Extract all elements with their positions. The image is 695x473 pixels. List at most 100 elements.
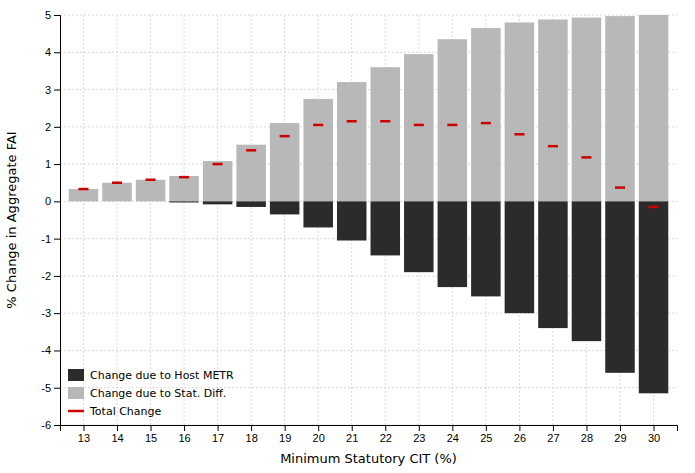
marker <box>514 133 524 136</box>
tick: 22 <box>380 425 392 444</box>
bar <box>438 201 468 287</box>
tick-label: 22 <box>380 432 392 444</box>
tick-mark <box>54 127 60 128</box>
bar <box>505 22 535 201</box>
marker <box>246 149 256 152</box>
marker <box>380 120 390 123</box>
marker <box>280 135 290 138</box>
tick-label: -2 <box>41 270 51 282</box>
marker <box>213 163 223 166</box>
tick: 27 <box>547 425 559 444</box>
grid-line <box>60 350 677 351</box>
plot: 131415161718192021222324252627282930-6-5… <box>41 9 677 444</box>
x-axis-title: Minimum Statutory CIT (%) <box>280 451 457 466</box>
tick-label: 16 <box>178 432 190 444</box>
tick-label: 2 <box>45 121 51 133</box>
tick-mark <box>54 164 60 165</box>
tick-label: 24 <box>447 432 459 444</box>
tick-mark <box>54 201 60 202</box>
axis-line <box>61 426 678 432</box>
series <box>69 15 669 201</box>
bar <box>169 201 199 202</box>
legend-label: Change due to Host METR <box>90 369 234 382</box>
tick-label: 29 <box>614 432 626 444</box>
bar <box>639 201 669 393</box>
tick-mark <box>218 425 219 431</box>
axis-line <box>54 16 61 426</box>
tick: -5 <box>41 382 60 394</box>
tick-mark <box>83 425 84 431</box>
marker <box>146 178 156 181</box>
tick: -4 <box>41 344 60 356</box>
bar <box>572 18 602 202</box>
grid-line <box>150 15 151 425</box>
marker <box>447 124 457 127</box>
tick: 26 <box>514 425 526 444</box>
marker <box>78 188 88 191</box>
tick: 28 <box>581 425 593 444</box>
tick: 29 <box>614 425 626 444</box>
tick-mark <box>184 425 185 431</box>
tick-mark <box>54 425 60 426</box>
legend-item: Total Change <box>68 405 162 418</box>
tick-label: -4 <box>41 344 51 356</box>
bar <box>337 201 367 240</box>
tick-label: 4 <box>45 46 51 58</box>
tick-mark <box>318 425 319 431</box>
bar <box>303 99 333 202</box>
tick: 15 <box>145 425 157 444</box>
tick: 14 <box>111 425 123 444</box>
tick-mark <box>54 15 60 16</box>
bar <box>270 201 300 214</box>
bar <box>102 183 132 202</box>
tick-mark <box>54 350 60 351</box>
tick-label: 19 <box>279 432 291 444</box>
marker <box>313 124 323 127</box>
bar <box>505 201 535 313</box>
bar <box>136 201 166 202</box>
grid-line <box>251 15 252 425</box>
tick: 2 <box>45 121 60 133</box>
tick-mark <box>54 90 60 91</box>
bar <box>69 201 99 202</box>
marker <box>581 156 591 159</box>
bar <box>404 54 434 201</box>
tick: 24 <box>447 425 459 444</box>
bar <box>102 201 132 202</box>
bar <box>136 180 166 202</box>
tick-label: 3 <box>45 84 51 96</box>
tick-mark <box>452 425 453 431</box>
tick: 20 <box>313 425 325 444</box>
tick: 18 <box>246 425 258 444</box>
chart: 131415161718192021222324252627282930-6-5… <box>0 0 695 473</box>
tick-mark <box>586 425 587 431</box>
tick-label: 27 <box>547 432 559 444</box>
tick-mark <box>54 276 60 277</box>
legend: Change due to Host METR Change due to Sta… <box>68 369 234 418</box>
tick-mark <box>519 425 520 431</box>
tick-label: 28 <box>581 432 593 444</box>
bar <box>236 201 266 207</box>
tick-mark <box>620 425 621 431</box>
bar <box>203 201 233 204</box>
legend-item: Change due to Host METR <box>68 369 234 382</box>
tick-mark <box>419 425 420 431</box>
tick-label: -5 <box>41 382 51 394</box>
tick-label: 0 <box>45 195 51 207</box>
tick-mark <box>385 425 386 431</box>
bar <box>605 16 635 201</box>
tick: 3 <box>45 84 60 96</box>
marker <box>548 145 558 148</box>
tick: 1 <box>45 158 60 170</box>
bar <box>471 28 501 201</box>
bar <box>538 201 568 328</box>
series <box>169 201 668 393</box>
bar <box>438 39 468 201</box>
legend-item: Change due to Stat. Diff. <box>68 387 226 400</box>
tick-mark <box>654 425 655 431</box>
tick-mark <box>352 425 353 431</box>
tick: -6 <box>41 419 60 431</box>
tick: 19 <box>279 425 291 444</box>
tick-mark <box>54 52 60 53</box>
grid-line <box>184 15 185 425</box>
